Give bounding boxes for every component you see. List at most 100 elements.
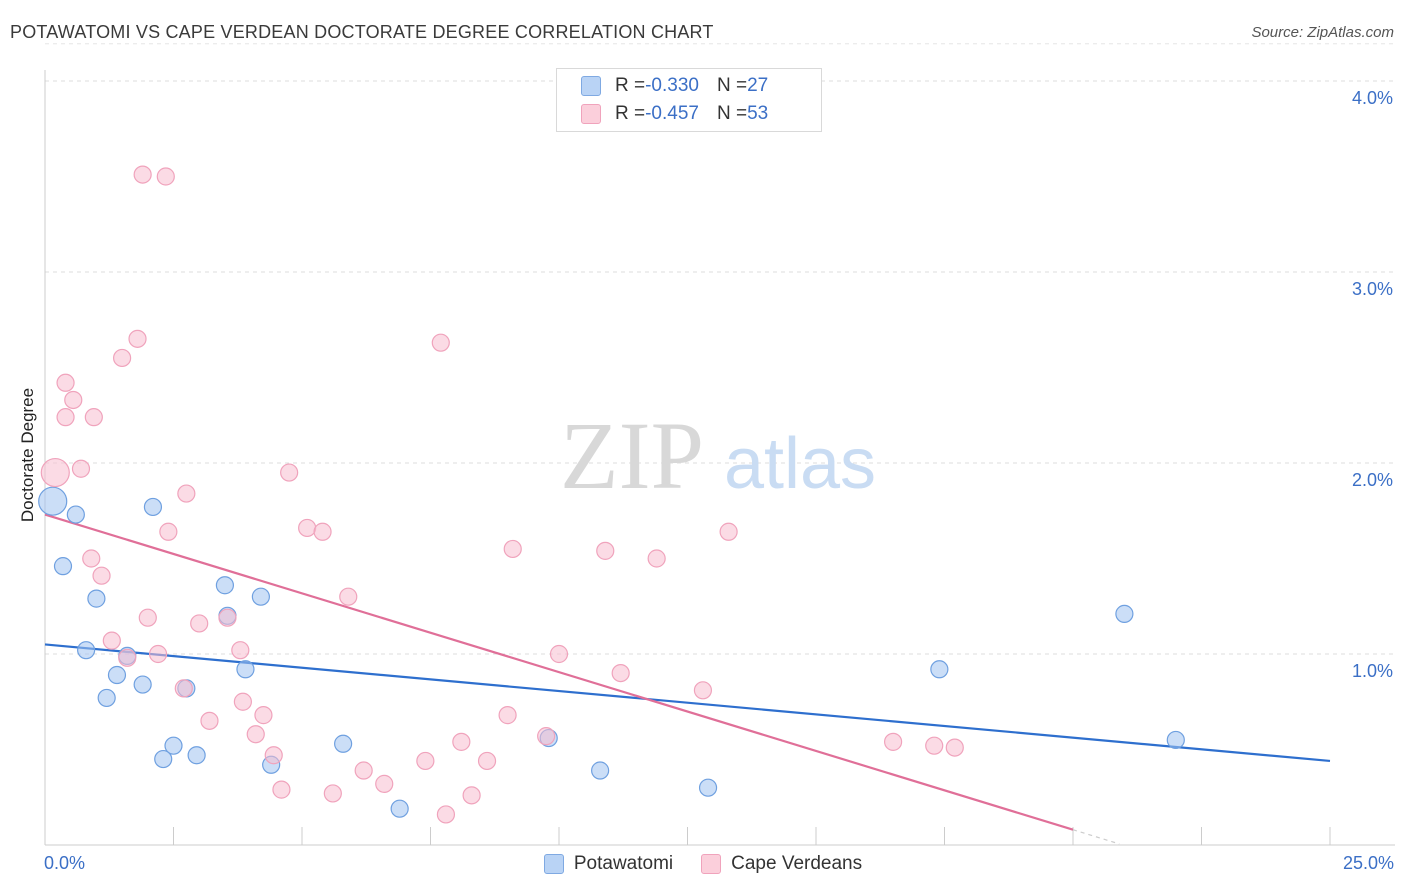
chart-title: POTAWATOMI VS CAPE VERDEAN DOCTORATE DEG… bbox=[10, 22, 714, 42]
n-label: N = bbox=[716, 75, 748, 96]
point-potawatomi-7 bbox=[133, 675, 152, 694]
point-potawatomi-25 bbox=[1115, 604, 1134, 623]
legend-label-potawatomi: Potawatomi bbox=[573, 853, 674, 874]
point-cape-verdeans-42 bbox=[503, 539, 522, 559]
point-potawatomi-0 bbox=[38, 486, 68, 516]
point-cape-verdeans-28 bbox=[280, 463, 299, 482]
trend-lines bbox=[44, 513, 1331, 845]
point-cape-verdeans-45 bbox=[596, 541, 615, 560]
point-cape-verdeans-10 bbox=[82, 549, 101, 568]
point-cape-verdeans-51 bbox=[925, 736, 944, 755]
legend-item-potawatomi[interactable]: Potawatomi bbox=[543, 853, 674, 875]
trend-extension bbox=[1072, 829, 1120, 845]
point-cape-verdeans-19 bbox=[190, 614, 209, 633]
point-cape-verdeans-7 bbox=[128, 329, 147, 348]
point-potawatomi-3 bbox=[87, 589, 106, 608]
point-cape-verdeans-16 bbox=[159, 522, 178, 541]
r-value: -0.330 bbox=[645, 75, 699, 96]
point-cape-verdeans-31 bbox=[323, 784, 342, 803]
point-cape-verdeans-17 bbox=[177, 484, 196, 503]
point-potawatomi-10 bbox=[143, 497, 163, 517]
legend-label-cape-verdeans: Cape Verdeans bbox=[731, 853, 863, 874]
point-potawatomi-21 bbox=[390, 799, 409, 818]
point-cape-verdeans-32 bbox=[339, 587, 358, 606]
point-potawatomi-2 bbox=[53, 557, 73, 576]
r-label: R = bbox=[615, 103, 646, 124]
point-cape-verdeans-35 bbox=[416, 751, 435, 771]
grid-lines bbox=[45, 43, 1395, 655]
point-cape-verdeans-44 bbox=[549, 644, 569, 664]
point-potawatomi-19 bbox=[334, 734, 353, 753]
legend-swatch-potawatomi bbox=[543, 854, 564, 874]
point-cape-verdeans-36 bbox=[431, 333, 450, 352]
point-cape-verdeans-50 bbox=[883, 732, 903, 751]
point-cape-verdeans-3 bbox=[64, 390, 83, 410]
point-potawatomi-24 bbox=[930, 660, 949, 679]
point-cape-verdeans-13 bbox=[118, 648, 137, 667]
y-tick-label-1: 1.0% bbox=[1352, 661, 1393, 681]
point-cape-verdeans-14 bbox=[138, 608, 157, 627]
n-value: 53 bbox=[747, 103, 769, 124]
swatch-cape-verdeans bbox=[581, 104, 601, 124]
point-cape-verdeans-18 bbox=[174, 679, 193, 698]
x-tick-label-max: 25.0% bbox=[1342, 853, 1394, 873]
point-cape-verdeans-23 bbox=[233, 692, 252, 711]
point-cape-verdeans-6 bbox=[112, 348, 132, 368]
point-cape-verdeans-15 bbox=[148, 644, 168, 664]
point-cape-verdeans-22 bbox=[231, 641, 250, 660]
legend-item-cape-verdeans[interactable]: Cape Verdeans bbox=[701, 853, 862, 875]
point-cape-verdeans-37 bbox=[436, 805, 456, 824]
source-label: Source: ZipAtlas.com bbox=[1251, 24, 1394, 41]
point-cape-verdeans-20 bbox=[200, 711, 219, 730]
point-cape-verdeans-11 bbox=[92, 566, 111, 585]
y-tick-label-3: 3.0% bbox=[1352, 279, 1393, 299]
point-cape-verdeans-34 bbox=[375, 774, 394, 793]
swatch-potawatomi bbox=[581, 76, 601, 96]
point-cape-verdeans-52 bbox=[945, 738, 964, 757]
point-cape-verdeans-5 bbox=[84, 408, 103, 427]
trend-line-1 bbox=[44, 513, 1074, 831]
point-potawatomi-16 bbox=[154, 749, 173, 769]
point-cape-verdeans-26 bbox=[264, 746, 283, 765]
point-cape-verdeans-0 bbox=[40, 457, 70, 488]
point-cape-verdeans-29 bbox=[298, 518, 317, 538]
stats-row-potawatomi: R = -0.330 N = 27 bbox=[581, 74, 768, 98]
watermark-atlas: atlas bbox=[724, 424, 876, 504]
point-cape-verdeans-41 bbox=[498, 706, 517, 725]
point-cape-verdeans-40 bbox=[477, 751, 497, 771]
r-value: -0.457 bbox=[645, 103, 699, 124]
stats-row-cape-verdeans: R = -0.457 N = 53 bbox=[581, 102, 768, 126]
point-cape-verdeans-30 bbox=[313, 522, 332, 541]
legend-swatch-cape-verdeans bbox=[701, 854, 722, 874]
point-potawatomi-1 bbox=[66, 505, 85, 524]
point-cape-verdeans-46 bbox=[611, 663, 630, 683]
series-legend: Potawatomi Cape Verdeans bbox=[0, 852, 1406, 876]
axes bbox=[44, 70, 1395, 846]
point-potawatomi-13 bbox=[251, 587, 270, 606]
watermark-zip: ZIP bbox=[560, 402, 704, 509]
point-potawatomi-9 bbox=[97, 688, 116, 708]
point-cape-verdeans-12 bbox=[102, 631, 121, 650]
y-tick-labels: 1.0% 2.0% 3.0% 4.0% bbox=[1352, 88, 1393, 681]
y-tick-label-2: 2.0% bbox=[1352, 470, 1393, 490]
trend-line-0 bbox=[44, 643, 1331, 763]
point-cape-verdeans-48 bbox=[693, 681, 713, 700]
n-value: 27 bbox=[747, 75, 769, 96]
y-axis-label: Doctorate Degree bbox=[18, 387, 37, 523]
point-potawatomi-22 bbox=[591, 761, 610, 780]
point-potawatomi-15 bbox=[164, 736, 183, 755]
point-potawatomi-4 bbox=[77, 641, 96, 660]
point-cape-verdeans-43 bbox=[537, 727, 556, 746]
point-cape-verdeans-25 bbox=[254, 706, 273, 725]
point-cape-verdeans-9 bbox=[156, 167, 175, 186]
y-tick-label-4: 4.0% bbox=[1352, 88, 1393, 108]
x-tick-label-min: 0.0% bbox=[44, 853, 86, 873]
point-cape-verdeans-33 bbox=[354, 761, 373, 780]
n-label: N = bbox=[716, 103, 748, 124]
point-potawatomi-23 bbox=[698, 778, 718, 797]
point-cape-verdeans-27 bbox=[272, 780, 291, 799]
point-cape-verdeans-4 bbox=[71, 459, 91, 478]
point-potawatomi-17 bbox=[187, 746, 206, 765]
point-cape-verdeans-2 bbox=[56, 373, 75, 392]
